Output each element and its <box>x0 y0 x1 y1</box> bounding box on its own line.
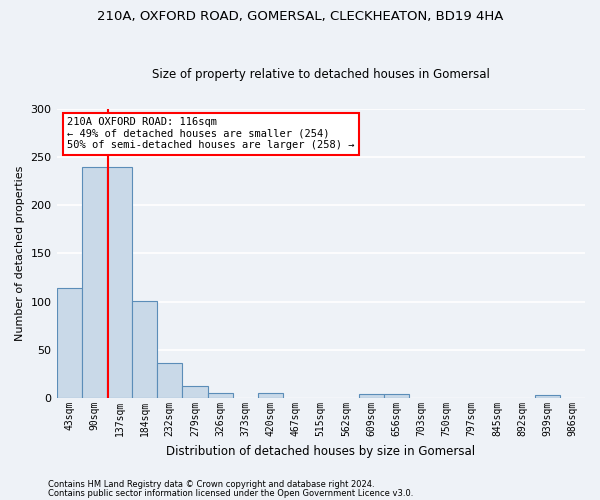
Text: 210A, OXFORD ROAD, GOMERSAL, CLECKHEATON, BD19 4HA: 210A, OXFORD ROAD, GOMERSAL, CLECKHEATON… <box>97 10 503 23</box>
Y-axis label: Number of detached properties: Number of detached properties <box>15 166 25 341</box>
Text: Contains HM Land Registry data © Crown copyright and database right 2024.: Contains HM Land Registry data © Crown c… <box>48 480 374 489</box>
Bar <box>132 300 157 398</box>
X-axis label: Distribution of detached houses by size in Gomersal: Distribution of detached houses by size … <box>166 444 475 458</box>
Bar <box>82 168 107 398</box>
Bar <box>157 364 182 398</box>
Bar <box>359 394 383 398</box>
Bar <box>56 288 82 398</box>
Bar <box>258 394 283 398</box>
Bar <box>535 395 560 398</box>
Text: Contains public sector information licensed under the Open Government Licence v3: Contains public sector information licen… <box>48 488 413 498</box>
Bar <box>208 394 233 398</box>
Text: 210A OXFORD ROAD: 116sqm
← 49% of detached houses are smaller (254)
50% of semi-: 210A OXFORD ROAD: 116sqm ← 49% of detach… <box>67 117 355 150</box>
Title: Size of property relative to detached houses in Gomersal: Size of property relative to detached ho… <box>152 68 490 81</box>
Bar <box>182 386 208 398</box>
Bar <box>107 168 132 398</box>
Bar <box>383 394 409 398</box>
